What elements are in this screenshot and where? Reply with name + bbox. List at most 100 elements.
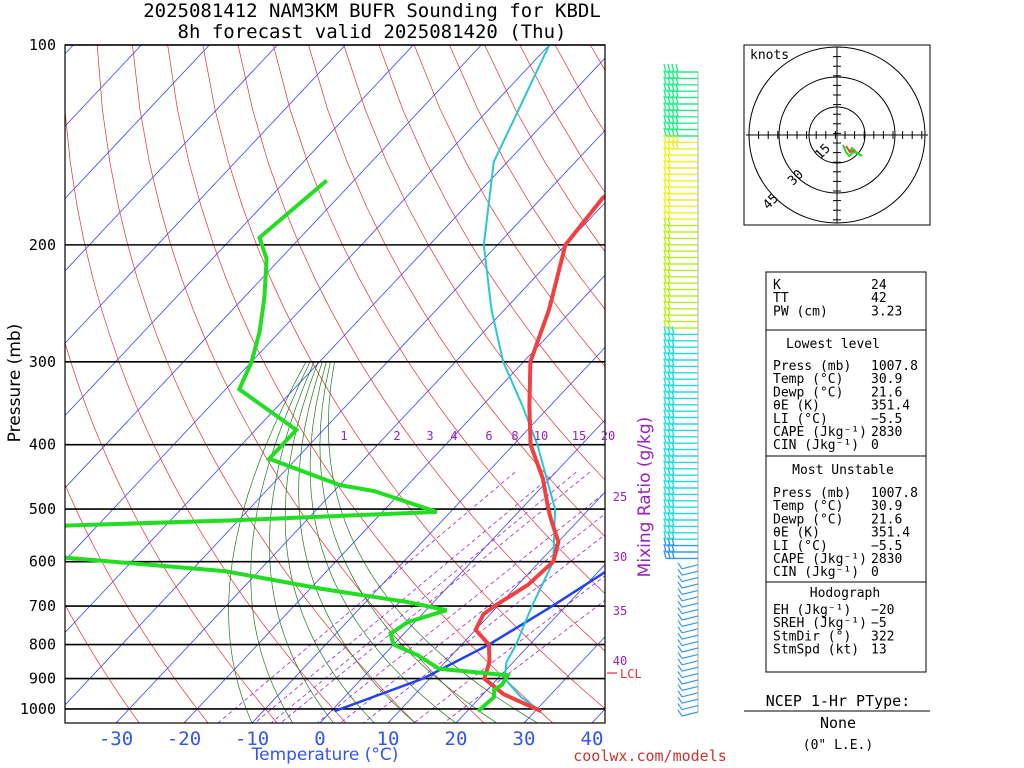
lcl-label: LCL: [620, 667, 642, 681]
index-top-value: 42: [871, 291, 887, 306]
wind-barb: [663, 326, 698, 336]
wind-barb: [663, 191, 698, 201]
isotherm: [455, 563, 605, 723]
wind-barb: [663, 505, 698, 515]
isotherm: [115, 202, 605, 723]
site-credit: coolwx.com/models: [573, 747, 727, 765]
most-unstable-key: θE (K): [773, 526, 820, 541]
wind-barb: [663, 537, 698, 547]
wind-barb: [663, 486, 698, 496]
wind-barb: [677, 684, 699, 691]
mixing-ratio-label-15: 15: [572, 429, 586, 443]
lcl_trace-trace: [334, 570, 605, 713]
wind-barb: [663, 454, 698, 464]
wind-barb: [677, 703, 699, 711]
dry-adiabat: [65, 105, 347, 723]
wind-barb: [663, 166, 698, 176]
ptype-value: None: [820, 714, 856, 732]
temperature-tick-labels: -30 -20 -10 0 10 20 30 40: [99, 728, 604, 750]
wind-barb: [663, 524, 698, 534]
wind-barb: [677, 620, 699, 627]
dry-adiabat: [237, 45, 605, 652]
wind-barb: [663, 383, 698, 393]
wind-barb: [663, 441, 698, 451]
wind-barb: [663, 140, 698, 150]
wind-barb: [663, 223, 698, 233]
wind-barb: [663, 409, 698, 419]
dry-adiabat: [167, 45, 554, 723]
wind-barb: [663, 396, 698, 406]
wind-barb: [663, 281, 698, 291]
wind-barb: [663, 108, 698, 118]
isotherm: [65, 45, 482, 489]
hodograph-index-value: 322: [871, 629, 894, 644]
wind-barb: [663, 447, 698, 457]
most-unstable-value: 21.6: [871, 512, 902, 527]
wind-barb: [663, 364, 698, 374]
wind-barb: [663, 121, 698, 131]
hodograph-rings: [746, 46, 928, 224]
dry-adiabat: [449, 45, 605, 310]
most-unstable-title: Most Unstable: [792, 463, 894, 478]
wind-barb: [663, 70, 698, 80]
wind-barb: [663, 127, 698, 137]
wind-barb: [663, 172, 698, 182]
wind-barb: [663, 499, 698, 508]
temp-tick--20: -20: [167, 728, 201, 750]
wind-barb: [663, 531, 698, 540]
lowest-level-value: −5.5: [871, 412, 902, 427]
dry-adiabat: [132, 45, 485, 723]
lowest-level-value: 30.9: [871, 372, 902, 387]
hodograph-trace-low: [845, 145, 856, 154]
hodograph: knots 15 30 45: [743, 44, 931, 226]
lowest-level-title: Lowest level: [786, 337, 880, 352]
pressure-tick-500: 500: [29, 500, 56, 518]
lowest-level-key: Press (mb): [773, 359, 851, 374]
index-top-key: TT: [773, 291, 789, 306]
wind-barb: [677, 581, 699, 589]
pressure-tick-labels: 100 200 300 400 500 600 700 800 900 1000: [20, 36, 56, 718]
moist-adiabat: [327, 361, 538, 723]
isotherm: [65, 45, 346, 344]
wind-barb: [677, 575, 699, 583]
wind-barb: [663, 543, 698, 553]
x-axis-label: Temperature (°C): [251, 745, 399, 765]
moist-adiabat: [228, 361, 307, 723]
moist-adiabat: [309, 361, 457, 723]
most-unstable-value: 30.9: [871, 499, 902, 514]
wind-barb: [677, 658, 699, 666]
temp-tick-30: 30: [513, 728, 536, 750]
index-top-key: PW (cm): [773, 304, 828, 319]
wind-barb: [677, 626, 699, 634]
dry-adiabat: [65, 483, 209, 723]
dry-adiabat: [413, 45, 605, 367]
mixing-ratio-labels: 1 2 3 4 6 8 10 15 20 25 30 35 40: [340, 429, 627, 668]
isotherm: [387, 491, 605, 723]
wind-barb: [663, 147, 698, 156]
wind-barb: [677, 568, 699, 576]
most-unstable-value: −5.5: [871, 539, 902, 554]
mixing-ratio-label-1: 1: [340, 429, 347, 443]
hodograph-index-value: 13: [871, 643, 887, 658]
dry-adiabat: [378, 45, 605, 424]
hodograph-trace: [842, 144, 863, 158]
mixing-ratio-label-2: 2: [393, 429, 400, 443]
dry-adiabat: [308, 45, 605, 538]
wind-barb: [663, 204, 698, 214]
wind-barb: [663, 275, 698, 284]
wind-barb: [663, 153, 698, 163]
hodograph-index-value: −5: [871, 616, 887, 631]
wind-barb: [663, 460, 698, 470]
wind-barb: [663, 428, 698, 438]
wind-barb: [663, 511, 698, 521]
lowest-level-key: LI (°C): [773, 412, 828, 427]
ptype-note: (0" L.E.): [803, 738, 873, 753]
wind-barb: [663, 179, 698, 188]
lowest-level-value: 2830: [871, 425, 902, 440]
wind-barb: [663, 76, 698, 86]
wind-barb: [663, 351, 698, 361]
dry-adiabat: [96, 45, 416, 723]
index-top-key: K: [773, 278, 781, 293]
pressure-tick-100: 100: [29, 36, 56, 54]
